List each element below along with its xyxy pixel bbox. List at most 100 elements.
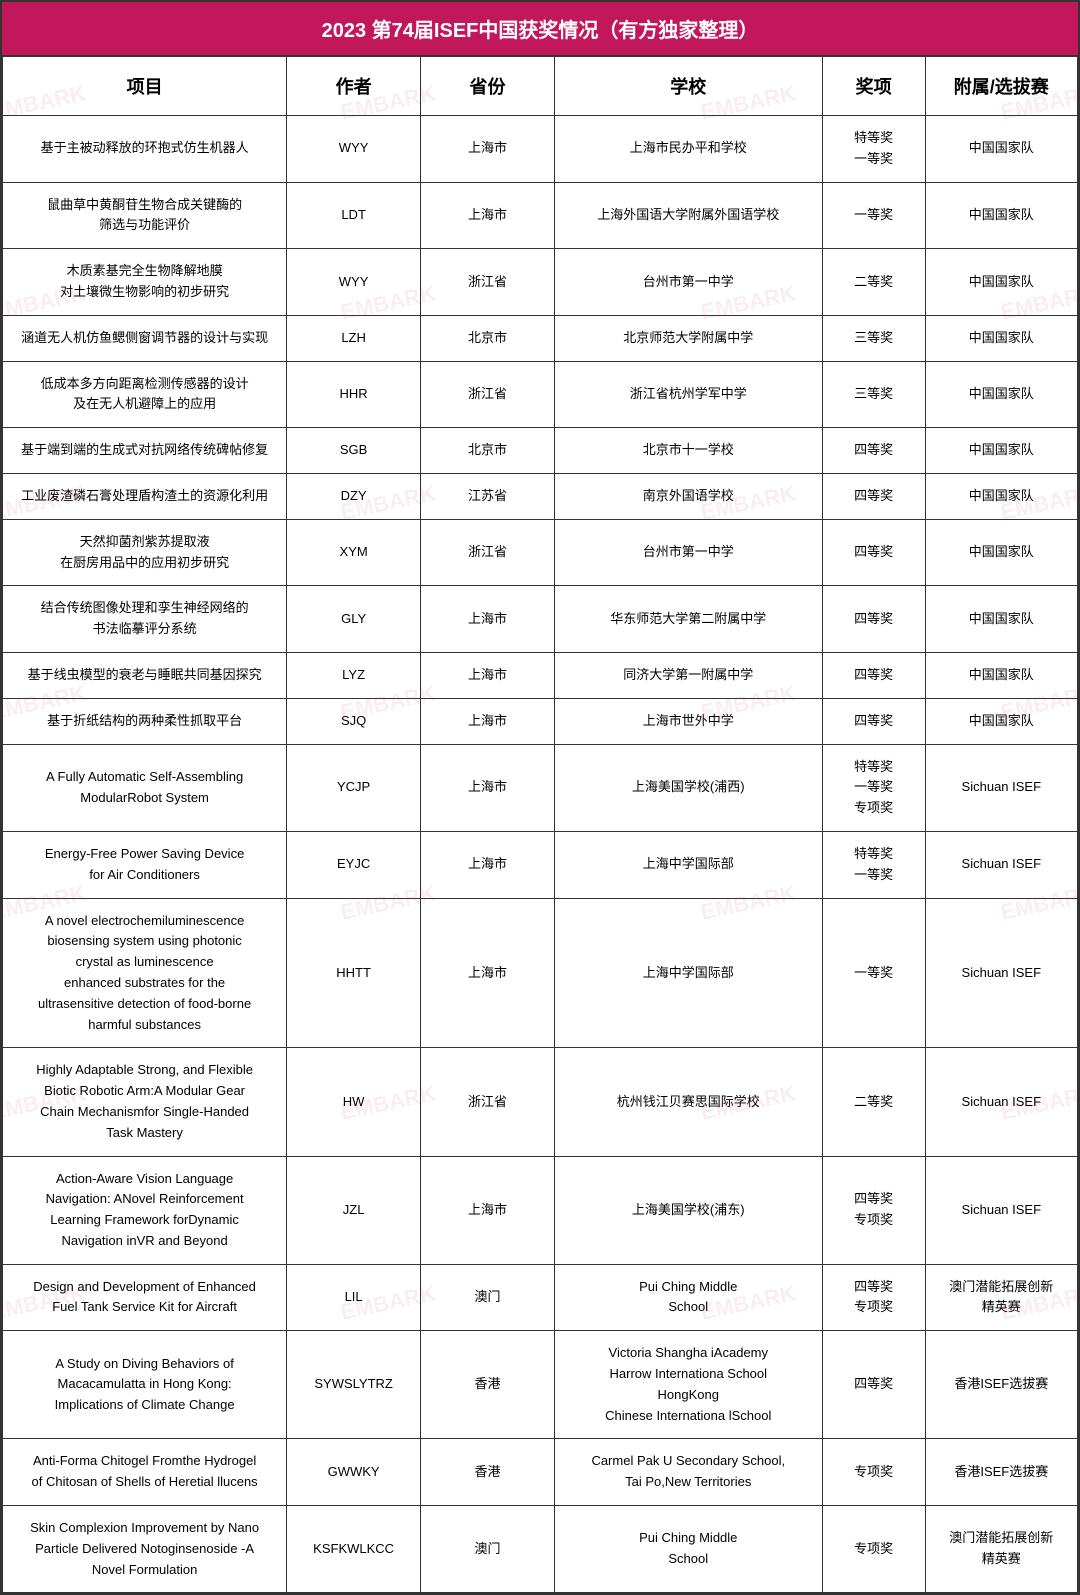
cell-author: HHR: [287, 361, 421, 428]
cell-award: 四等奖: [822, 519, 925, 586]
cell-selection: 澳门潜能拓展创新精英赛: [925, 1264, 1077, 1331]
cell-province: 上海市: [421, 1156, 555, 1264]
cell-selection: 香港ISEF选拔赛: [925, 1331, 1077, 1439]
cell-author: YCJP: [287, 744, 421, 831]
cell-school: 上海中学国际部: [554, 831, 822, 898]
table-row: 低成本多方向距离检测传感器的设计及在无人机避障上的应用HHR浙江省浙江省杭州学军…: [3, 361, 1078, 428]
cell-province: 澳门: [421, 1264, 555, 1331]
table-row: 基于线虫模型的衰老与睡眠共同基因探究LYZ上海市同济大学第一附属中学四等奖中国国…: [3, 652, 1078, 698]
cell-award: 特等奖一等奖: [822, 116, 925, 183]
cell-project: Energy-Free Power Saving Devicefor Air C…: [3, 831, 287, 898]
cell-award: 二等奖: [822, 249, 925, 316]
cell-project: 鼠曲草中黄酮苷生物合成关键酶的筛选与功能评价: [3, 182, 287, 249]
cell-project: 木质素基完全生物降解地膜对土壤微生物影响的初步研究: [3, 249, 287, 316]
cell-selection: 中国国家队: [925, 428, 1077, 474]
cell-school: 上海中学国际部: [554, 898, 822, 1048]
cell-project: 涵道无人机仿鱼鳃侧窗调节器的设计与实现: [3, 315, 287, 361]
cell-school: 华东师范大学第二附属中学: [554, 586, 822, 653]
cell-province: 澳门: [421, 1506, 555, 1593]
cell-selection: 中国国家队: [925, 182, 1077, 249]
cell-award: 专项奖: [822, 1439, 925, 1506]
cell-project: 基于折纸结构的两种柔性抓取平台: [3, 698, 287, 744]
cell-province: 江苏省: [421, 473, 555, 519]
cell-selection: Sichuan ISEF: [925, 1048, 1077, 1156]
header-school: 学校: [554, 57, 822, 116]
cell-award: 四等奖: [822, 586, 925, 653]
cell-project: 基于主被动释放的环抱式仿生机器人: [3, 116, 287, 183]
cell-project: Anti-Forma Chitogel Fromthe Hydrogelof C…: [3, 1439, 287, 1506]
table-row: Skin Complexion Improvement by NanoParti…: [3, 1506, 1078, 1593]
cell-award: 二等奖: [822, 1048, 925, 1156]
cell-province: 香港: [421, 1331, 555, 1439]
cell-school: 同济大学第一附属中学: [554, 652, 822, 698]
cell-province: 上海市: [421, 831, 555, 898]
cell-award: 四等奖: [822, 1331, 925, 1439]
table-row: 木质素基完全生物降解地膜对土壤微生物影响的初步研究WYY浙江省台州市第一中学二等…: [3, 249, 1078, 316]
cell-author: HW: [287, 1048, 421, 1156]
cell-school: 南京外国语学校: [554, 473, 822, 519]
cell-project: 结合传统图像处理和孪生神经网络的书法临摹评分系统: [3, 586, 287, 653]
cell-award: 四等奖: [822, 698, 925, 744]
table-row: Action-Aware Vision LanguageNavigation: …: [3, 1156, 1078, 1264]
awards-table-container: 2023 第74届ISEF中国获奖情况（有方独家整理） 项目 作者 省份 学校 …: [0, 0, 1080, 1595]
cell-school: 上海市世外中学: [554, 698, 822, 744]
cell-project: 工业废渣磷石膏处理盾构渣土的资源化利用: [3, 473, 287, 519]
table-row: Anti-Forma Chitogel Fromthe Hydrogelof C…: [3, 1439, 1078, 1506]
table-row: Highly Adaptable Strong, and FlexibleBio…: [3, 1048, 1078, 1156]
cell-province: 浙江省: [421, 1048, 555, 1156]
cell-selection: 中国国家队: [925, 652, 1077, 698]
cell-selection: Sichuan ISEF: [925, 898, 1077, 1048]
table-row: 鼠曲草中黄酮苷生物合成关键酶的筛选与功能评价LDT上海市上海外国语大学附属外国语…: [3, 182, 1078, 249]
table-body: 基于主被动释放的环抱式仿生机器人WYY上海市上海市民办平和学校特等奖一等奖中国国…: [3, 116, 1078, 1593]
cell-author: SYWSLYTRZ: [287, 1331, 421, 1439]
cell-selection: Sichuan ISEF: [925, 1156, 1077, 1264]
cell-award: 一等奖: [822, 182, 925, 249]
cell-province: 北京市: [421, 315, 555, 361]
cell-school: 台州市第一中学: [554, 519, 822, 586]
cell-author: LDT: [287, 182, 421, 249]
cell-province: 上海市: [421, 698, 555, 744]
cell-project: Highly Adaptable Strong, and FlexibleBio…: [3, 1048, 287, 1156]
cell-school: 上海外国语大学附属外国语学校: [554, 182, 822, 249]
cell-province: 浙江省: [421, 361, 555, 428]
cell-award: 四等奖专项奖: [822, 1156, 925, 1264]
cell-project: Skin Complexion Improvement by NanoParti…: [3, 1506, 287, 1593]
table-row: 基于主被动释放的环抱式仿生机器人WYY上海市上海市民办平和学校特等奖一等奖中国国…: [3, 116, 1078, 183]
cell-province: 浙江省: [421, 249, 555, 316]
header-award: 奖项: [822, 57, 925, 116]
table-row: 天然抑菌剂紫苏提取液在厨房用品中的应用初步研究XYM浙江省台州市第一中学四等奖中…: [3, 519, 1078, 586]
cell-school: Victoria Shangha iAcademyHarrow Internat…: [554, 1331, 822, 1439]
cell-author: EYJC: [287, 831, 421, 898]
cell-project: 低成本多方向距离检测传感器的设计及在无人机避障上的应用: [3, 361, 287, 428]
table-row: 基于折纸结构的两种柔性抓取平台SJQ上海市上海市世外中学四等奖中国国家队: [3, 698, 1078, 744]
cell-author: SGB: [287, 428, 421, 474]
table-row: 基于端到端的生成式对抗网络传统碑帖修复SGB北京市北京市十一学校四等奖中国国家队: [3, 428, 1078, 474]
cell-award: 四等奖专项奖: [822, 1264, 925, 1331]
cell-school: Pui Ching MiddleSchool: [554, 1264, 822, 1331]
cell-province: 香港: [421, 1439, 555, 1506]
cell-award: 四等奖: [822, 652, 925, 698]
cell-author: GLY: [287, 586, 421, 653]
cell-award: 特等奖一等奖: [822, 831, 925, 898]
cell-author: KSFKWLKCC: [287, 1506, 421, 1593]
cell-award: 三等奖: [822, 361, 925, 428]
header-project: 项目: [3, 57, 287, 116]
cell-province: 上海市: [421, 586, 555, 653]
header-row: 项目 作者 省份 学校 奖项 附属/选拔赛: [3, 57, 1078, 116]
table-row: A novel electrochemiluminescencebiosensi…: [3, 898, 1078, 1048]
table-row: A Study on Diving Behaviors ofMacacamula…: [3, 1331, 1078, 1439]
cell-author: XYM: [287, 519, 421, 586]
cell-author: GWWKY: [287, 1439, 421, 1506]
cell-project: A novel electrochemiluminescencebiosensi…: [3, 898, 287, 1048]
cell-author: LIL: [287, 1264, 421, 1331]
cell-school: Carmel Pak U Secondary School,Tai Po,New…: [554, 1439, 822, 1506]
cell-selection: 中国国家队: [925, 519, 1077, 586]
cell-province: 上海市: [421, 116, 555, 183]
cell-selection: 澳门潜能拓展创新精英赛: [925, 1506, 1077, 1593]
table-row: Design and Development of EnhancedFuel T…: [3, 1264, 1078, 1331]
table-row: 结合传统图像处理和孪生神经网络的书法临摹评分系统GLY上海市华东师范大学第二附属…: [3, 586, 1078, 653]
cell-author: LYZ: [287, 652, 421, 698]
table-row: 涵道无人机仿鱼鳃侧窗调节器的设计与实现LZH北京市北京师范大学附属中学三等奖中国…: [3, 315, 1078, 361]
cell-selection: Sichuan ISEF: [925, 831, 1077, 898]
cell-author: DZY: [287, 473, 421, 519]
